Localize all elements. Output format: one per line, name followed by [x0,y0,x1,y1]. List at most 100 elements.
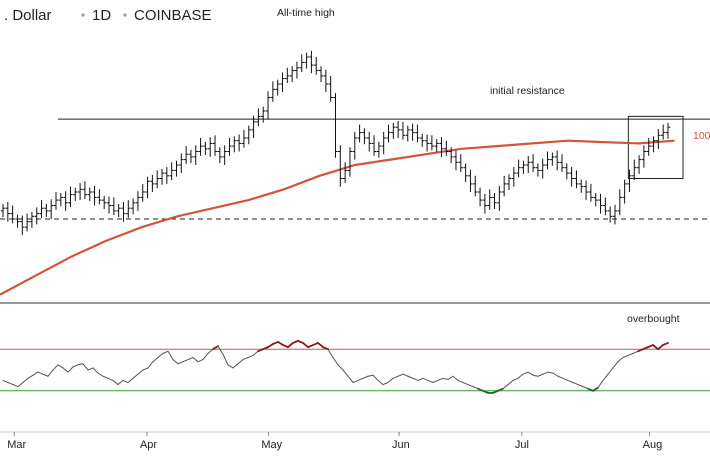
ohlc-bar [516,159,521,178]
chart-title-exchange: COINBASE [134,7,212,24]
ohlc-bar [593,193,598,207]
ohlc-bar [395,120,401,138]
rsi-segment [527,371,534,376]
rsi-segment [392,375,399,379]
ohlc-bar [179,153,184,174]
rsi-segment [497,387,504,392]
rsi-segment [662,342,669,346]
x-tick-label: Jul [515,439,529,451]
ohlc-bar [183,146,189,164]
rsi-segment [77,363,84,366]
rsi-segment [552,372,559,377]
ohlc-bar [424,134,430,152]
ohlc-bar [410,123,415,141]
ohlc-bar [304,52,309,69]
ohlc-bar [203,141,208,156]
ohlc-bar [44,203,49,218]
ohlc-bar [473,175,478,197]
ohlc-bar [439,137,444,157]
rsi-segment [52,364,59,371]
ohlc-bar [526,156,531,174]
rsi-segment [137,369,144,375]
rsi-segment [362,375,369,379]
ohlc-bar [309,50,314,74]
ohlc-bar [632,159,637,181]
rsi-segment [302,342,309,349]
ohlc-bar [217,147,223,164]
ohlc-bar [660,124,666,140]
ohlc-bar [150,174,155,192]
rsi-segment [87,367,94,371]
rsi-segment [467,384,474,388]
ohlc-bars-layer [0,50,671,236]
header-separator-dot [123,13,127,17]
ohlc-bar [545,151,550,170]
ohlc-bar [501,175,507,197]
ohlc-bar [256,108,261,127]
ohlc-bar [530,154,536,173]
rsi-segment [422,377,429,381]
ohlc-bar [169,162,174,181]
rsi-segment [582,386,589,390]
ohlc-bar [10,205,15,224]
ohlc-bar [236,134,242,152]
ohlc-bar [511,166,516,187]
rsi-segment [217,345,224,355]
rsi-layer [2,339,669,394]
rsi-segment [62,367,69,373]
rsi-segment [572,381,579,386]
ohlc-bar [564,163,570,180]
rsi-segment [297,339,304,344]
levels-layer [0,115,710,392]
ohlc-bar [208,137,213,157]
rsi-segment [357,377,364,381]
rsi-segment [352,379,359,383]
ohlc-bar [164,166,170,184]
header-separator-dot [81,13,85,17]
resistance-annotation: initial resistance [490,85,565,97]
rsi-segment [202,352,209,361]
rsi-segment [502,384,509,390]
rsi-segment [632,350,639,354]
ohlc-bar [603,197,608,216]
rsi-segment [602,373,609,381]
ohlc-bar [338,145,343,187]
ohlc-bar [352,131,357,160]
ohlc-bar [275,79,280,96]
rsi-segment [292,339,299,344]
rsi-segment [522,371,529,375]
rsi-segment [432,379,439,383]
ohlc-bar [391,122,396,139]
rsi-segment [22,377,29,383]
x-tick-label: May [261,439,282,451]
rsi-segment [402,373,409,377]
rsi-segment [512,377,519,381]
rsi-segment [222,353,229,366]
ohlc-bar [48,199,54,219]
rsi-segment [347,375,354,383]
rsi-segment [612,361,619,369]
ohlc-bar [82,181,88,200]
rsi-segment [372,374,379,381]
rsi-segment [642,346,649,351]
ohlc-bar [53,192,59,210]
rsi-segment [587,387,594,392]
rsi-segment [247,354,254,359]
ohlc-bar [641,145,647,168]
ohlc-bar [607,206,613,223]
rsi-segment [577,384,584,388]
rsi-segment [152,357,159,363]
rsi-segment [162,350,169,354]
rsi-segment [232,363,239,369]
ohlc-bar [554,150,560,171]
ohlc-bar [58,193,64,207]
rsi-segment [147,361,154,369]
rsi-segment [327,348,334,359]
ohlc-bar [101,195,107,210]
ohlc-bar [627,169,632,192]
ohlc-bar [73,187,78,201]
ohlc-bar [444,140,449,156]
rsi-segment [647,344,654,349]
ohlc-bar [34,207,39,225]
ohlc-bar [583,180,589,201]
